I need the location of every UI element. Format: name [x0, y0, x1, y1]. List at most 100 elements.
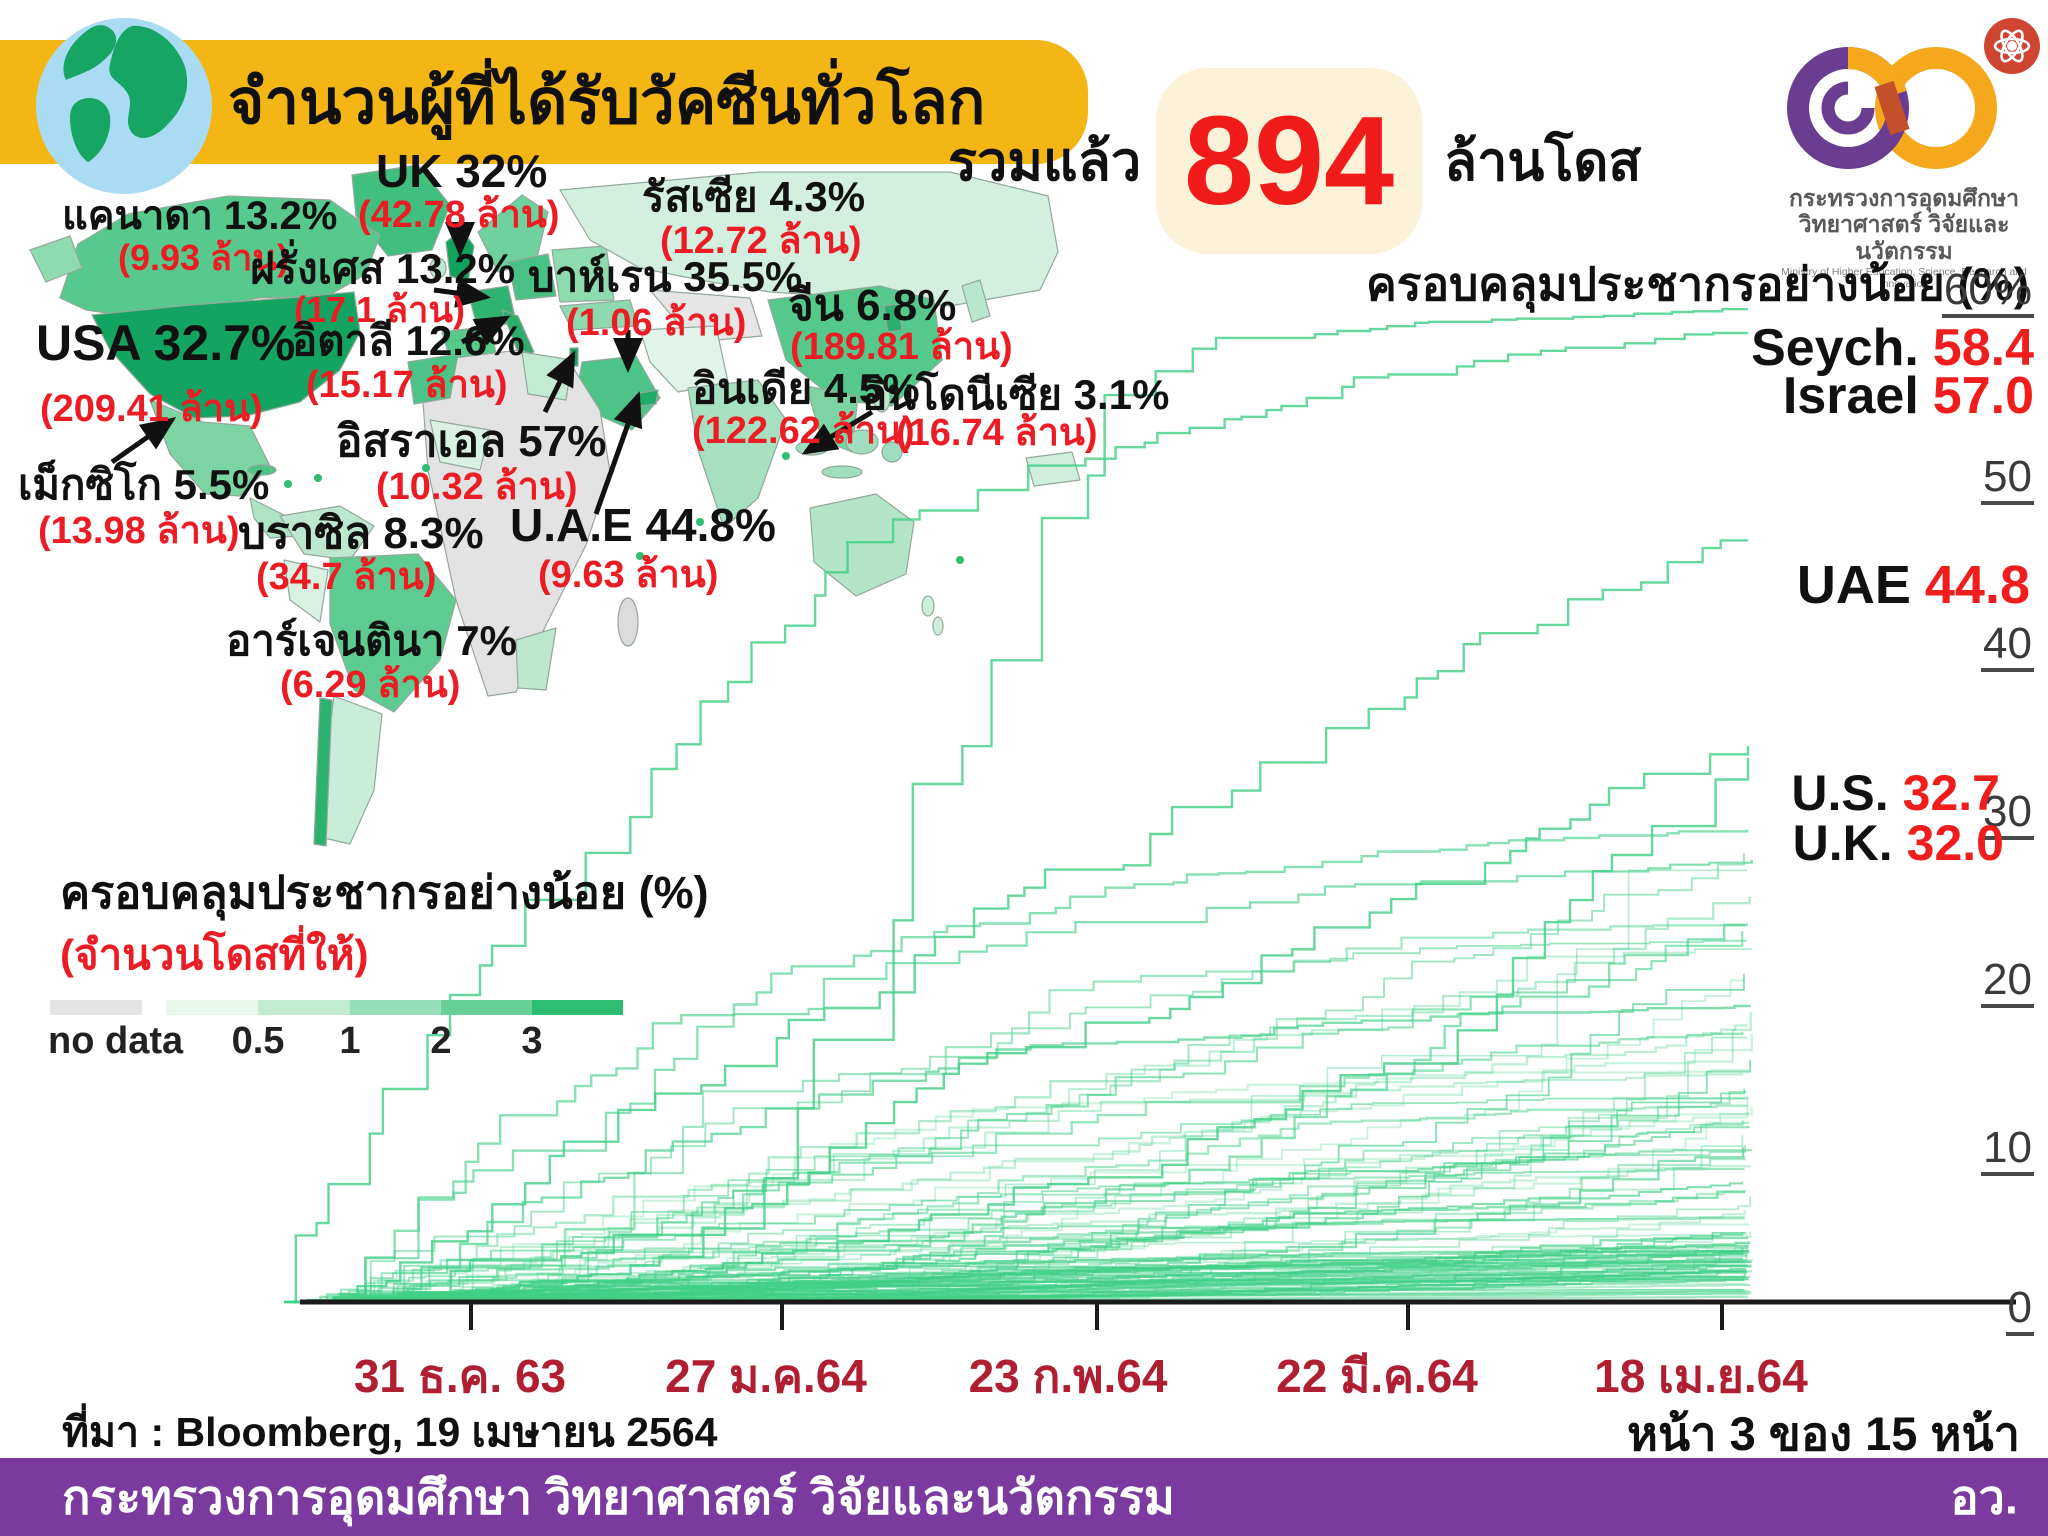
y-tick-label: 0 — [2005, 1286, 2034, 1336]
country-step-line — [289, 829, 1748, 1304]
map-new-zealand-south — [932, 616, 944, 636]
map-label-country: บาห์เรน 35.5% — [528, 253, 803, 300]
legend-swatch — [350, 1000, 441, 1015]
map-label-country: อินเดีย 4.5% — [692, 365, 920, 412]
country-step-line — [342, 1243, 1749, 1303]
y-tick-label: 60% — [1941, 268, 2034, 318]
map-label-doses: (9.63 ล้าน) — [538, 554, 719, 596]
map-label-country: ฝรั่งเศส 13.2% — [250, 245, 516, 292]
map-ireland — [429, 257, 447, 279]
series-annotation-uk: U.K. 32.0 — [1792, 815, 2004, 871]
y-tick-label: 20 — [1981, 958, 2034, 1008]
country-step-line — [289, 1106, 1753, 1304]
map-island-dots — [284, 452, 964, 564]
logo-org-line1: กระทรวงการอุดมศึกษา — [1789, 185, 2019, 211]
footer-ministry: กระทรวงการอุดมศึกษา วิทยาศาสตร์ วิจัยและ… — [62, 1470, 1175, 1524]
legend-subtitle: (จำนวนโดสที่ให้) — [60, 931, 369, 978]
legend-swatch — [50, 1000, 142, 1015]
map-label-country: USA 32.7% — [36, 315, 296, 371]
country-step-line — [297, 1097, 1748, 1303]
country-step-line — [284, 331, 1748, 1304]
map-label-country: รัสเซีย 4.3% — [642, 173, 866, 220]
map-label-doses: (17.1 ล้าน) — [294, 289, 465, 330]
map-west-africa — [429, 419, 491, 471]
map-madagascar — [617, 597, 639, 647]
page-title: จำนวนผู้ที่ได้รับวัคซีนทั่วโลก — [228, 68, 986, 137]
country-step-line — [284, 308, 1748, 1304]
legend-tick: 1 — [339, 1020, 361, 1062]
country-step-line — [320, 746, 1750, 1304]
arrow-israel — [542, 350, 576, 414]
country-step-line — [349, 1216, 1746, 1303]
map-japan — [961, 279, 991, 323]
map-label-country: อินโดนีเซีย 3.1% — [862, 371, 1170, 418]
country-step-line — [300, 758, 1750, 1304]
source-note: ที่มา : Bloomberg, 19 เมษายน 2564 — [62, 1409, 718, 1455]
country-step-line — [596, 979, 1746, 1303]
country-step-line — [345, 1024, 1748, 1304]
country-step-line — [370, 1004, 1751, 1304]
country-step-line — [695, 1120, 1744, 1303]
map-label-doses: (209.41 ล้าน) — [40, 388, 263, 430]
legend-no-data-label: no data — [48, 1020, 184, 1062]
arrow-france — [433, 278, 491, 308]
legend-swatch — [258, 1000, 350, 1015]
map-label-country: บราซิล 8.3% — [238, 509, 484, 558]
series-annotation-uae: UAE 44.8 — [1796, 555, 2030, 615]
country-step-line — [292, 539, 1748, 1304]
map-papua — [1025, 451, 1081, 487]
map-label-country: U.A.E 44.8% — [510, 499, 776, 551]
map-eastern-europe — [551, 245, 615, 303]
map-turkey — [559, 299, 639, 331]
chart-header: ครอบคลุมประชากรอย่างน้อย (%) — [1366, 258, 2030, 310]
country-step-line — [312, 1246, 1747, 1303]
map-java — [821, 465, 863, 479]
legend-swatch — [441, 1000, 532, 1015]
map-mexico — [149, 399, 271, 497]
map-alaska — [29, 235, 83, 283]
map-label-doses: (42.78 ล้าน) — [358, 194, 560, 236]
country-step-line — [292, 853, 1745, 1303]
total-unit: ล้านโดส — [1444, 132, 1642, 192]
map-russia — [559, 171, 1059, 307]
legend-swatch — [532, 1000, 623, 1015]
country-step-line — [308, 923, 1748, 1304]
country-step-line — [336, 860, 1753, 1304]
map-brazil — [329, 553, 457, 713]
map-india — [687, 379, 787, 529]
map-central-asia — [649, 289, 763, 343]
series-annotation-israel: Israel 57.0 — [1782, 367, 2034, 425]
y-tick-label: 40 — [1981, 622, 2034, 672]
map-label-doses: (10.32 ล้าน) — [376, 466, 578, 508]
country-step-line — [313, 1264, 1746, 1304]
globe-icon — [36, 18, 212, 194]
x-axis-ticks — [469, 1302, 1724, 1330]
country-step-line — [316, 1270, 1748, 1304]
country-step-line — [303, 1288, 1745, 1303]
legend-swatch — [166, 1000, 258, 1015]
arrow-mexico — [110, 417, 177, 465]
arrow-uae — [593, 391, 643, 515]
country-step-line — [325, 1251, 1750, 1303]
arrow-indonesia — [801, 409, 874, 455]
arrow-italy — [460, 315, 511, 346]
map-central-europe — [507, 253, 557, 301]
total-value: 894 — [1183, 90, 1395, 231]
logo-org-line3: Ministry of Higher Education, Science, R… — [1781, 266, 2027, 291]
map-label-country: อิสราเอล 57% — [336, 417, 607, 466]
country-step-line — [362, 1261, 1752, 1303]
legend-tick: 2 — [430, 1020, 452, 1062]
map-chile — [313, 697, 333, 847]
map-usa — [91, 291, 361, 419]
country-step-line — [337, 896, 1751, 1304]
map-label-doses: (1.06 ล้าน) — [566, 302, 747, 344]
country-step-line — [358, 947, 1752, 1304]
country-step-line — [695, 1259, 1745, 1304]
map-scandinavia — [477, 194, 549, 273]
x-tick-label: 22 มี.ค.64 — [1276, 1350, 1478, 1402]
country-step-line — [310, 939, 1747, 1303]
map-label-doses: (34.7 ล้าน) — [256, 556, 437, 598]
country-step-line — [675, 1149, 1752, 1304]
map-borneo — [845, 429, 879, 455]
